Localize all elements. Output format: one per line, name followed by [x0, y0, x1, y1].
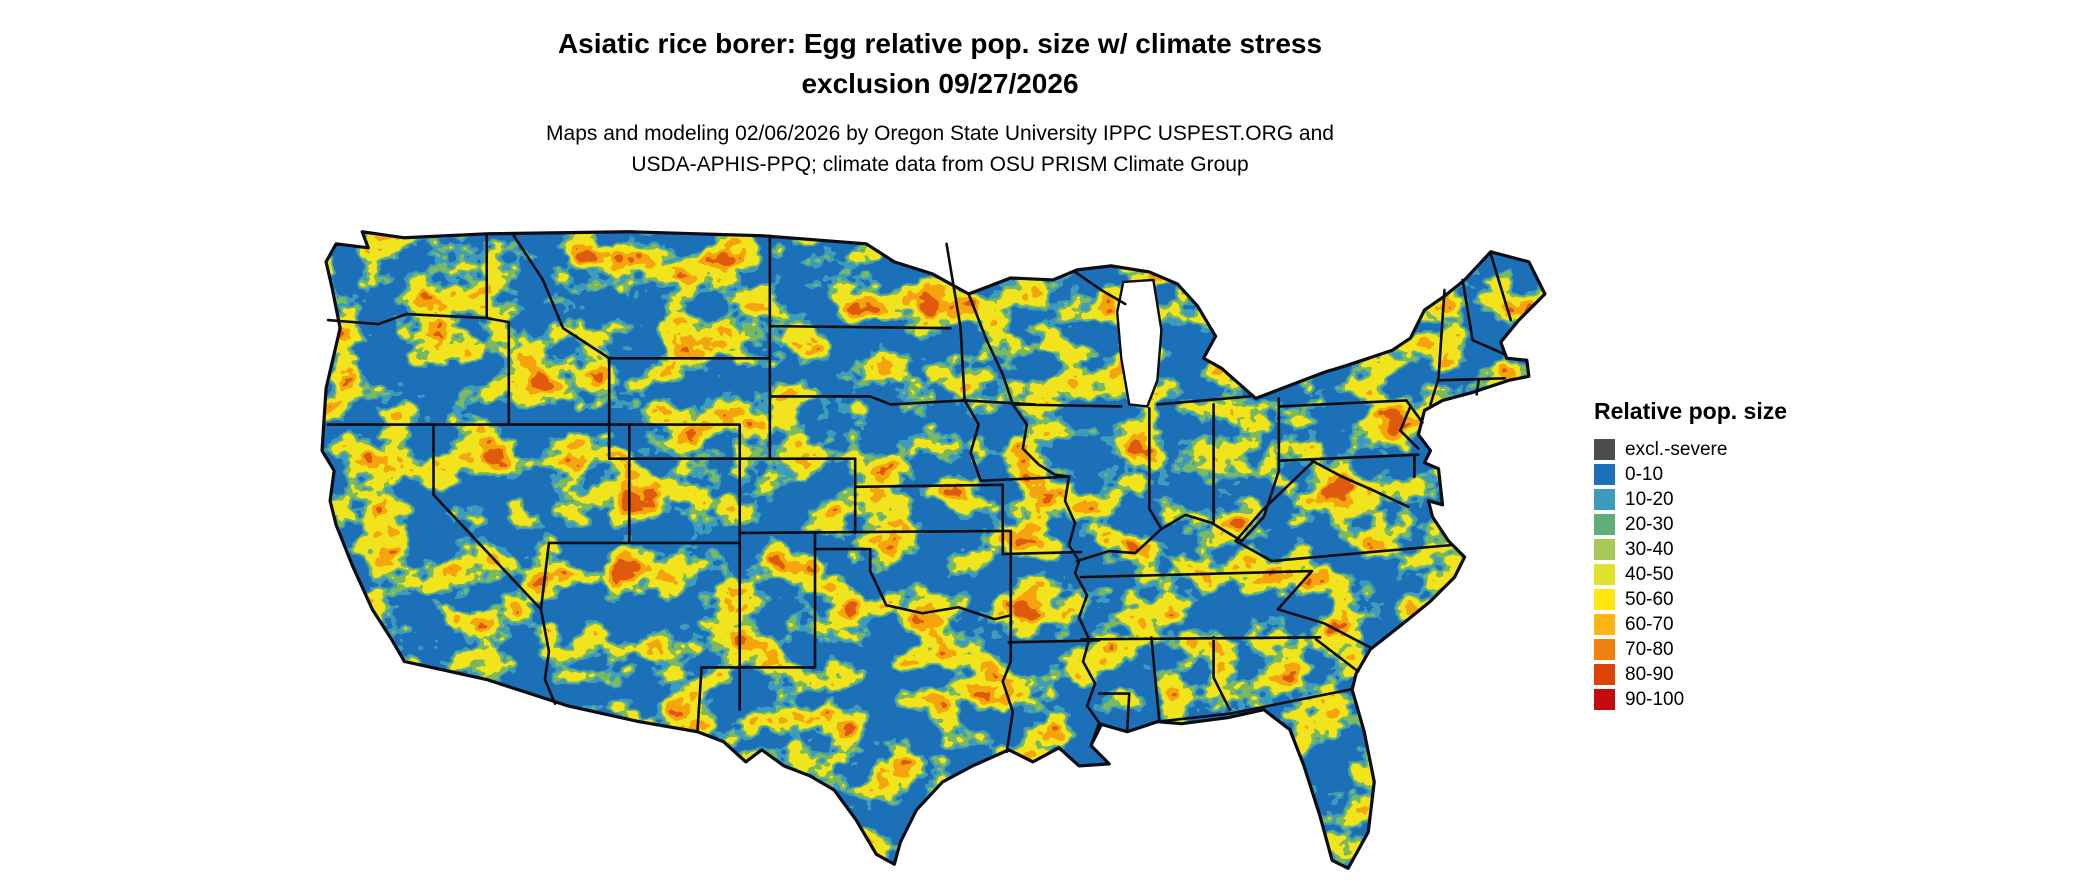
legend-label: 30-40	[1625, 538, 1674, 560]
raster-overlays	[322, 231, 1545, 869]
us-map	[320, 230, 1547, 870]
legend-swatch	[1594, 664, 1615, 685]
page-title-line2: exclusion 09/27/2026	[801, 67, 1079, 99]
legend-swatch	[1594, 614, 1615, 635]
legend-swatch	[1594, 539, 1615, 560]
legend-item: 70-80	[1594, 639, 1787, 660]
legend-swatch	[1594, 514, 1615, 535]
legend-label: 80-90	[1625, 663, 1674, 685]
subtitle: Maps and modeling 02/06/2026 by Oregon S…	[0, 118, 1880, 181]
legend-label: 40-50	[1625, 563, 1674, 585]
legend-label: excl.-severe	[1625, 438, 1728, 460]
legend-swatch	[1594, 589, 1615, 610]
legend-items: excl.-severe 0-10 10-20 20-30	[1594, 439, 1787, 710]
legend-swatch	[1594, 439, 1615, 460]
legend-item: 50-60	[1594, 589, 1787, 610]
legend-label: 90-100	[1625, 688, 1685, 710]
us-map-container	[308, 206, 1566, 884]
legend-item: 20-30	[1594, 514, 1787, 535]
legend-label: 70-80	[1625, 638, 1674, 660]
legend-swatch	[1594, 639, 1615, 660]
legend-label: 20-30	[1625, 513, 1674, 535]
us-outline	[320, 230, 1547, 870]
raster-overlay-red	[322, 231, 1545, 869]
legend-item: 10-20	[1594, 489, 1787, 510]
legend: Relative pop. size excl.-severe 0-10 10-…	[1594, 398, 1787, 714]
legend-label: 10-20	[1625, 488, 1674, 510]
legend-item: 80-90	[1594, 664, 1787, 685]
legend-swatch	[1594, 464, 1615, 485]
page-title-line1: Asiatic rice borer: Egg relative pop. si…	[557, 28, 1323, 59]
lake-michigan	[1116, 278, 1163, 408]
legend-item: 90-100	[1594, 689, 1787, 710]
legend-item: 0-10	[1594, 464, 1787, 485]
legend-title: Relative pop. size	[1594, 398, 1788, 424]
state-borders	[326, 234, 1513, 754]
header: Asiatic rice borer: Egg relative pop. si…	[0, 24, 1880, 181]
legend-swatch	[1594, 489, 1615, 510]
legend-label: 60-70	[1625, 613, 1674, 635]
legend-label: 50-60	[1625, 588, 1674, 610]
subtitle-line2: USDA-APHIS-PPQ; climate data from OSU PR…	[631, 153, 1249, 176]
legend-item: 40-50	[1594, 564, 1787, 585]
us-map-svg	[320, 230, 1547, 870]
legend-swatch	[1594, 564, 1615, 585]
legend-item: 60-70	[1594, 614, 1787, 635]
legend-label: 0-10	[1625, 463, 1664, 485]
legend-swatch	[1594, 689, 1615, 710]
legend-item: excl.-severe	[1594, 439, 1787, 460]
legend-item: 30-40	[1594, 539, 1787, 560]
subtitle-line1: Maps and modeling 02/06/2026 by Oregon S…	[546, 121, 1334, 145]
